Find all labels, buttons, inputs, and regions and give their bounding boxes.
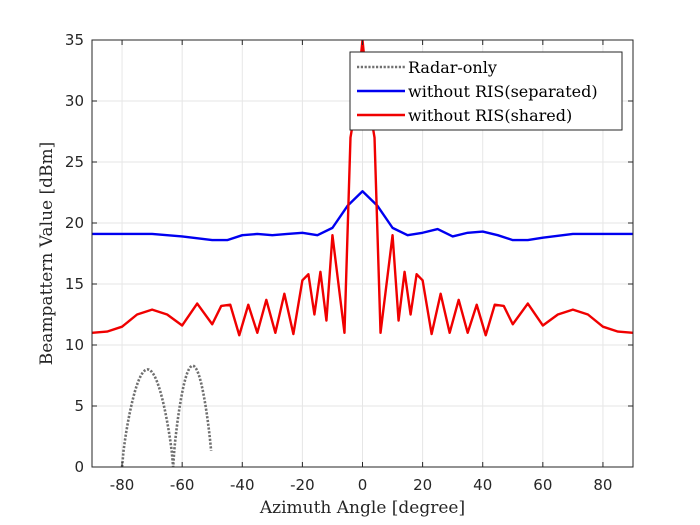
legend: Radar-only without RIS(separated) without … xyxy=(349,51,623,131)
y-tick-label: 0 xyxy=(74,458,84,476)
series-line-2 xyxy=(92,40,633,337)
x-tick-label: -40 xyxy=(230,476,255,494)
y-tick-label: 20 xyxy=(65,214,84,232)
x-tick-label: 60 xyxy=(533,476,552,494)
y-axis-title: Beampattern Value [dBm] xyxy=(37,142,57,366)
x-tick-label: -20 xyxy=(290,476,315,494)
y-tick-label: 30 xyxy=(65,92,84,110)
tick-marks xyxy=(92,39,633,468)
y-tick-label: 35 xyxy=(65,31,84,49)
y-tick-label: 10 xyxy=(65,336,84,354)
y-tick-label: 25 xyxy=(65,153,84,171)
x-tick-label: 20 xyxy=(413,476,432,494)
series-layer xyxy=(92,40,633,467)
legend-entry: without RIS(separated) xyxy=(408,82,598,101)
y-tick-label: 5 xyxy=(74,397,84,415)
x-tick-labels: -80 -60 -40 -20 0 20 40 60 80 xyxy=(110,476,613,494)
y-tick-label: 15 xyxy=(65,275,84,293)
x-tick-label: 0 xyxy=(358,476,368,494)
x-tick-label: 40 xyxy=(473,476,492,494)
x-tick-label: 80 xyxy=(593,476,612,494)
x-axis-title: Azimuth Angle [degree] xyxy=(259,498,465,518)
legend-entry: Radar-only xyxy=(408,58,497,77)
x-tick-label: -60 xyxy=(170,476,195,494)
series-line-0 xyxy=(120,364,213,467)
x-tick-label: -80 xyxy=(110,476,135,494)
y-tick-labels: 0 5 10 15 20 25 30 35 xyxy=(65,31,84,476)
legend-entry: without RIS(shared) xyxy=(408,106,572,125)
